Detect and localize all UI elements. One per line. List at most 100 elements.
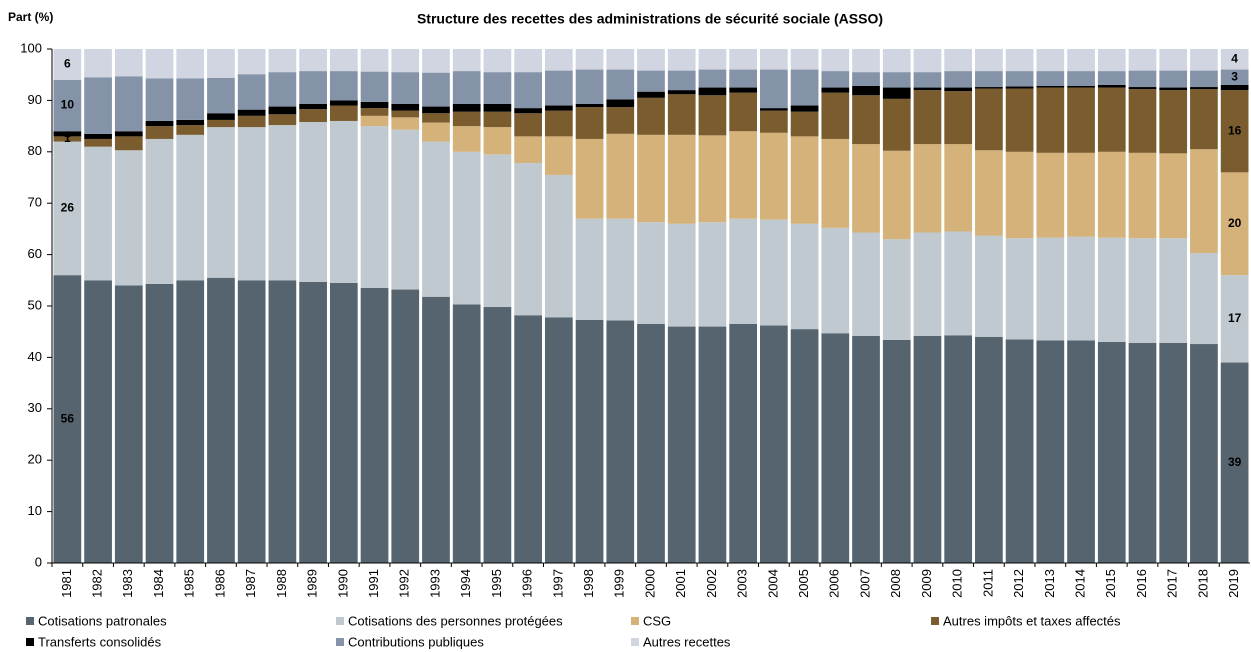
bar-segment bbox=[299, 49, 327, 72]
bar-segment bbox=[391, 103, 420, 111]
bar-segment bbox=[452, 304, 481, 563]
data-label: 56 bbox=[61, 411, 75, 425]
bar-segment bbox=[483, 103, 512, 112]
bar-segment bbox=[729, 87, 758, 93]
bar-segment bbox=[237, 109, 266, 116]
bar-segment bbox=[944, 335, 973, 563]
x-tick-label: 1985 bbox=[182, 569, 197, 598]
bar-segment bbox=[207, 119, 235, 128]
bar-segment bbox=[698, 95, 727, 136]
bar-segment bbox=[944, 71, 973, 88]
bar-segment bbox=[729, 131, 758, 219]
bar-segment bbox=[1159, 238, 1188, 344]
bar-segment bbox=[1190, 49, 1218, 71]
bar-segment bbox=[1067, 87, 1095, 153]
bar-segment bbox=[1190, 344, 1218, 563]
bar-segment bbox=[514, 72, 542, 109]
bar-segment bbox=[575, 107, 604, 139]
bar-segment bbox=[698, 69, 727, 88]
bar-segment bbox=[852, 72, 880, 87]
bar-segment bbox=[852, 49, 880, 73]
bar-segment bbox=[176, 125, 205, 135]
bar-segment bbox=[84, 280, 112, 563]
bar-segment bbox=[575, 138, 604, 219]
bar-segment bbox=[1220, 172, 1249, 276]
bar-segment bbox=[53, 131, 82, 137]
bar-segment bbox=[637, 323, 665, 563]
bar-segment bbox=[882, 150, 911, 240]
bar-segment bbox=[1067, 86, 1095, 88]
bar-segment bbox=[913, 335, 942, 563]
bar-segment bbox=[760, 108, 788, 111]
bar-segment bbox=[391, 110, 420, 118]
legend-swatch bbox=[631, 638, 639, 646]
bar-segment bbox=[1159, 153, 1188, 239]
y-tick-label: 80 bbox=[28, 143, 42, 158]
x-tick-label: 1986 bbox=[212, 569, 227, 598]
bar-segment bbox=[667, 94, 696, 135]
bar-segment bbox=[975, 87, 1003, 89]
bar-segment bbox=[53, 49, 82, 80]
bar-segment bbox=[882, 87, 911, 99]
x-tick-label: 2000 bbox=[642, 569, 657, 598]
bar-segment bbox=[391, 117, 420, 130]
bar-segment bbox=[53, 136, 82, 142]
bar-segment bbox=[882, 98, 911, 151]
bar-segment bbox=[1220, 84, 1249, 91]
bar-segment bbox=[207, 49, 235, 78]
bar-segment bbox=[944, 144, 973, 232]
bar-segment bbox=[422, 122, 450, 142]
bar-segment bbox=[176, 78, 205, 120]
bar-segment bbox=[544, 49, 573, 71]
y-tick-label: 20 bbox=[28, 452, 42, 467]
bar-segment bbox=[1067, 71, 1095, 87]
bar-segment bbox=[145, 283, 174, 563]
bar-segment bbox=[544, 136, 573, 175]
bar-segment bbox=[1036, 152, 1065, 238]
bar-segment bbox=[698, 135, 727, 223]
bar-segment bbox=[606, 320, 635, 563]
data-label: 1 bbox=[64, 131, 71, 145]
bar-segment bbox=[944, 49, 973, 72]
bar-segment bbox=[483, 127, 512, 155]
bar-segment bbox=[268, 114, 297, 126]
bar-segment bbox=[514, 163, 542, 316]
data-label: 17 bbox=[1228, 311, 1242, 325]
bar-segment bbox=[913, 49, 942, 73]
x-tick-label: 2008 bbox=[888, 569, 903, 598]
bar-segment bbox=[1067, 236, 1095, 341]
bar-segment bbox=[114, 131, 143, 137]
x-tick-label: 1993 bbox=[427, 569, 442, 598]
bar-segment bbox=[514, 108, 542, 114]
bar-segment bbox=[514, 136, 542, 164]
bar-segment bbox=[514, 315, 542, 563]
bar-segment bbox=[1220, 49, 1249, 70]
data-label: 20 bbox=[1228, 216, 1242, 230]
x-tick-label: 1988 bbox=[274, 569, 289, 598]
legend-swatch bbox=[336, 638, 344, 646]
legend-label: Autres impôts et taxes affectés bbox=[943, 613, 1121, 628]
bar-segment bbox=[637, 70, 665, 92]
bar-segment bbox=[391, 129, 420, 290]
bar-segment bbox=[1190, 87, 1218, 90]
bar-segment bbox=[913, 232, 942, 336]
bar-segment bbox=[237, 115, 266, 128]
legend-swatch bbox=[931, 617, 939, 625]
bar-segment bbox=[360, 101, 389, 109]
bar-segment bbox=[360, 49, 389, 72]
x-tick-label: 2017 bbox=[1165, 569, 1180, 598]
y-tick-label: 60 bbox=[28, 246, 42, 261]
bar-segment bbox=[729, 92, 758, 132]
bar-segment bbox=[391, 289, 420, 563]
bar-segment bbox=[790, 105, 819, 112]
x-tick-label: 1999 bbox=[612, 569, 627, 598]
bar-segment bbox=[114, 150, 143, 286]
bar-segment bbox=[483, 72, 512, 104]
bar-segment bbox=[575, 49, 604, 70]
bar-segment bbox=[84, 77, 112, 134]
bar-segment bbox=[667, 223, 696, 327]
bar-segment bbox=[452, 71, 481, 104]
bar-segment bbox=[852, 95, 880, 145]
bar-segment bbox=[544, 317, 573, 563]
data-label: 1 bbox=[64, 126, 71, 140]
